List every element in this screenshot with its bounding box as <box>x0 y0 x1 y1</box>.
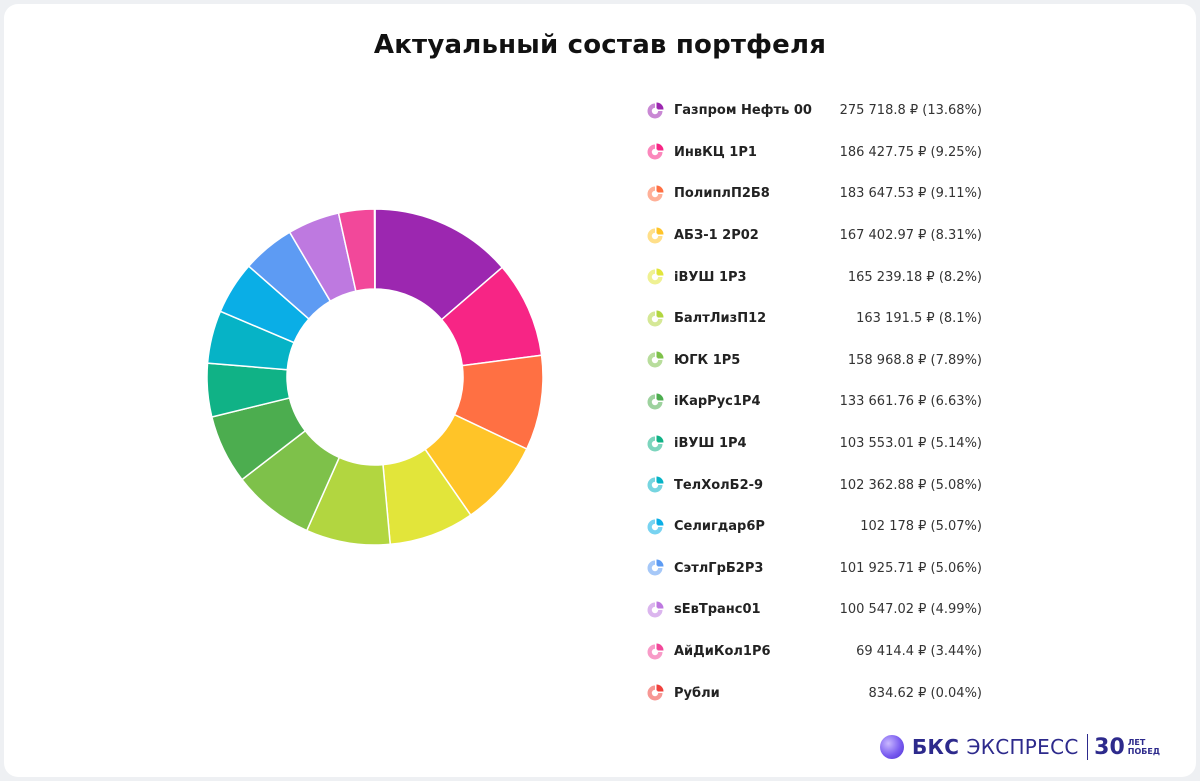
legend-value: 834.62 ₽ (0.04%) <box>868 685 982 701</box>
pie-icon <box>647 351 664 368</box>
legend-item[interactable]: ТелХолБ2-9 102 362.88 ₽ (5.08%) <box>646 464 986 506</box>
legend-item[interactable]: ЮГК 1Р5 158 968.8 ₽ (7.89%) <box>646 340 986 382</box>
pie-icon <box>647 143 664 160</box>
legend-label: ЮГК 1Р5 <box>674 352 741 368</box>
legend-value: 102 362.88 ₽ (5.08%) <box>839 477 982 493</box>
legend-value: 102 178 ₽ (5.07%) <box>860 519 982 535</box>
pie-icon <box>647 518 664 535</box>
legend-value: 163 191.5 ₽ (8.1%) <box>856 311 982 327</box>
legend-label: АБЗ-1 2Р02 <box>674 228 759 244</box>
legend-label: ПолиплП2Б8 <box>674 186 770 202</box>
pie-icon <box>647 227 664 244</box>
portfolio-donut-chart <box>206 208 544 546</box>
legend-item[interactable]: iВУШ 1Р4 103 553.01 ₽ (5.14%) <box>646 423 986 465</box>
legend-item[interactable]: ПолиплП2Б8 183 647.53 ₽ (9.11%) <box>646 173 986 215</box>
pie-icon <box>647 393 664 410</box>
legend-label: Газпром Нефть 006Р-0 <box>674 103 812 119</box>
pie-icon <box>647 185 664 202</box>
legend-item[interactable]: iКарРус1Р4 133 661.76 ₽ (6.63%) <box>646 381 986 423</box>
brand-name: БКС ЭКСПРЕСС <box>912 735 1079 759</box>
legend-value: 186 427.75 ₽ (9.25%) <box>839 144 982 160</box>
legend-value: 167 402.97 ₽ (8.31%) <box>839 228 982 244</box>
legend-item[interactable]: sЕвТранс01 100 547.02 ₽ (4.99%) <box>646 589 986 631</box>
brand-years-line1: ЛЕТ <box>1127 738 1146 747</box>
legend-value: 275 718.8 ₽ (13.68%) <box>839 103 982 119</box>
legend-value: 100 547.02 ₽ (4.99%) <box>839 602 982 618</box>
brand-years-number: 30 <box>1094 734 1125 760</box>
pie-icon <box>647 559 664 576</box>
legend-label: iКарРус1Р4 <box>674 394 761 410</box>
legend-label: БалтЛизП12 <box>674 311 767 327</box>
legend-item[interactable]: СэтлГрБ2Р3 101 925.71 ₽ (5.06%) <box>646 548 986 590</box>
legend-label: СэтлГрБ2Р3 <box>674 560 764 576</box>
page-title: Актуальный состав портфеля <box>373 30 827 60</box>
legend-label: ИнвКЦ 1Р1 <box>674 144 757 160</box>
pie-icon <box>647 476 664 493</box>
legend-value: 158 968.8 ₽ (7.89%) <box>847 352 982 368</box>
legend-item[interactable]: ИнвКЦ 1Р1 186 427.75 ₽ (9.25%) <box>646 132 986 174</box>
legend-item[interactable]: АБЗ-1 2Р02 167 402.97 ₽ (8.31%) <box>646 215 986 257</box>
legend-item[interactable]: Рубли 834.62 ₽ (0.04%) <box>646 672 986 714</box>
legend-value: 165 239.18 ₽ (8.2%) <box>847 269 982 285</box>
legend-item[interactable]: АйДиКол1Р6 69 414.4 ₽ (3.44%) <box>646 631 986 673</box>
brand-years-line2: ПОБЕД <box>1127 747 1160 756</box>
pie-icon <box>647 643 664 660</box>
bcs-logo-icon <box>880 735 904 759</box>
legend-label: Рубли <box>674 685 720 701</box>
brand-years-text: ЛЕТ ПОБЕД <box>1128 738 1160 756</box>
legend-value: 183 647.53 ₽ (9.11%) <box>839 186 982 202</box>
brand-separator <box>1086 734 1089 760</box>
legend-item[interactable]: Селигдар6Р 102 178 ₽ (5.07%) <box>646 506 986 548</box>
legend-value: 101 925.71 ₽ (5.06%) <box>839 560 982 576</box>
legend-value: 103 553.01 ₽ (5.14%) <box>839 436 982 452</box>
legend-label: iВУШ 1Р4 <box>674 436 747 452</box>
legend-label: sЕвТранс01 <box>674 602 761 618</box>
pie-icon <box>647 310 664 327</box>
brand-name-light: ЭКСПРЕСС <box>966 735 1079 759</box>
legend-value: 69 414.4 ₽ (3.44%) <box>856 644 982 660</box>
pie-icon <box>647 268 664 285</box>
legend-item[interactable]: БалтЛизП12 163 191.5 ₽ (8.1%) <box>646 298 986 340</box>
brand-footer: БКС ЭКСПРЕСС 30 ЛЕТ ПОБЕД <box>880 732 1160 762</box>
legend-label: Селигдар6Р <box>674 519 765 535</box>
legend-item[interactable]: Газпром Нефть 006Р-0 275 718.8 ₽ (13.68%) <box>646 90 986 132</box>
legend-label: АйДиКол1Р6 <box>674 644 771 660</box>
brand-name-bold: БКС <box>912 735 960 759</box>
legend-label: iВУШ 1Р3 <box>674 269 747 285</box>
pie-icon <box>647 102 664 119</box>
legend-label: ТелХолБ2-9 <box>674 477 764 493</box>
portfolio-card <box>4 4 1196 777</box>
legend-item[interactable]: iВУШ 1Р3 165 239.18 ₽ (8.2%) <box>646 256 986 298</box>
pie-icon <box>647 684 664 701</box>
chart-legend: Газпром Нефть 006Р-0 275 718.8 ₽ (13.68%)… <box>646 90 986 714</box>
legend-value: 133 661.76 ₽ (6.63%) <box>839 394 982 410</box>
pie-icon <box>647 435 664 452</box>
pie-icon <box>647 601 664 618</box>
